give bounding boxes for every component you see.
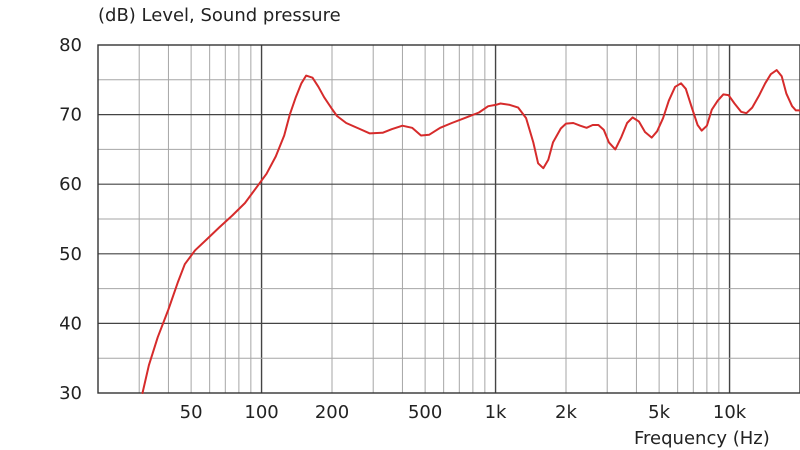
x-axis-tick-labels: 50 100 200 500 1k 2k 5k 10k	[180, 402, 747, 423]
x-tick-label: 50	[180, 402, 203, 423]
x-tick-label: 1k	[485, 402, 507, 423]
x-axis-label: Frequency (Hz)	[634, 428, 770, 449]
x-tick-label: 10k	[713, 402, 747, 423]
y-tick-label: 50	[59, 244, 82, 265]
x-tick-label: 100	[244, 402, 278, 423]
chart-title: (dB) Level, Sound pressure	[98, 5, 341, 26]
plot-frame	[97, 44, 800, 394]
plot-grid	[98, 45, 800, 393]
x-tick-label: 500	[408, 402, 442, 423]
x-tick-label: 5k	[648, 402, 670, 423]
curve-layer	[141, 69, 800, 394]
y-tick-label: 30	[59, 383, 82, 404]
response-curve	[141, 69, 800, 394]
x-tick-label: 2k	[555, 402, 577, 423]
y-tick-label: 60	[59, 174, 82, 195]
y-axis-tick-labels: 30 40 50 60 70 80	[59, 35, 82, 404]
y-tick-label: 40	[59, 313, 82, 334]
y-tick-label: 80	[59, 35, 82, 56]
y-tick-label: 70	[59, 105, 82, 126]
x-tick-label: 200	[315, 402, 349, 423]
